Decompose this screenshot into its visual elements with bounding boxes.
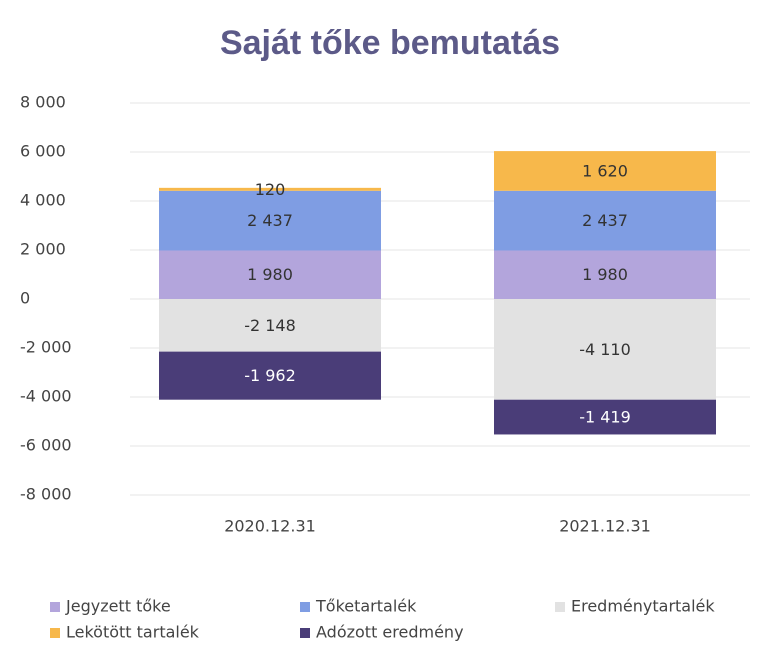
y-tick-label: 4 000 xyxy=(20,191,66,210)
bar-segment xyxy=(494,190,716,251)
y-tick-label: -4 000 xyxy=(20,387,72,406)
y-tick-label: -8 000 xyxy=(20,485,72,504)
bar-segment xyxy=(159,187,381,191)
data-label: 1 980 xyxy=(582,265,628,284)
bar-segment xyxy=(159,250,381,299)
legend-label: Adózott eredmény xyxy=(316,623,464,642)
x-tick-label: 2021.12.31 xyxy=(559,517,651,536)
legend-label: Lekötött tartalék xyxy=(66,623,200,642)
legend-swatch xyxy=(555,602,565,612)
y-tick-label: -2 000 xyxy=(20,338,72,357)
data-label: 2 437 xyxy=(582,211,628,230)
bar-segment xyxy=(494,399,716,435)
data-label: -1 962 xyxy=(244,366,296,385)
bar-segment xyxy=(159,190,381,251)
y-tick-label: 0 xyxy=(20,289,30,308)
bar-segment xyxy=(494,299,716,400)
bar-segment xyxy=(494,250,716,299)
legend-swatch xyxy=(50,602,60,612)
y-tick-label: 6 000 xyxy=(20,142,66,161)
legend-label: Jegyzett tőke xyxy=(65,597,171,616)
data-label: -1 419 xyxy=(579,408,631,427)
legend-swatch xyxy=(300,602,310,612)
data-label: 1 620 xyxy=(582,161,628,180)
chart-title: Saját tőke bemutatás xyxy=(220,24,560,62)
data-label: 2 437 xyxy=(247,211,293,230)
y-tick-label: 8 000 xyxy=(20,93,66,112)
x-tick-label: 2020.12.31 xyxy=(224,517,316,536)
data-label: -4 110 xyxy=(579,340,631,359)
y-tick-label: 2 000 xyxy=(20,240,66,259)
legend-label: Tőketartalék xyxy=(315,597,417,616)
legend-swatch xyxy=(50,628,60,638)
bar-segment xyxy=(159,351,381,400)
data-label: -2 148 xyxy=(244,316,296,335)
legend-label: Eredménytartalék xyxy=(571,597,715,616)
legend-swatch xyxy=(300,628,310,638)
y-tick-label: -6 000 xyxy=(20,436,72,455)
bar-segment xyxy=(494,151,716,191)
data-label: 120 xyxy=(255,180,286,199)
data-label: 1 980 xyxy=(247,265,293,284)
bar-segment xyxy=(159,299,381,352)
